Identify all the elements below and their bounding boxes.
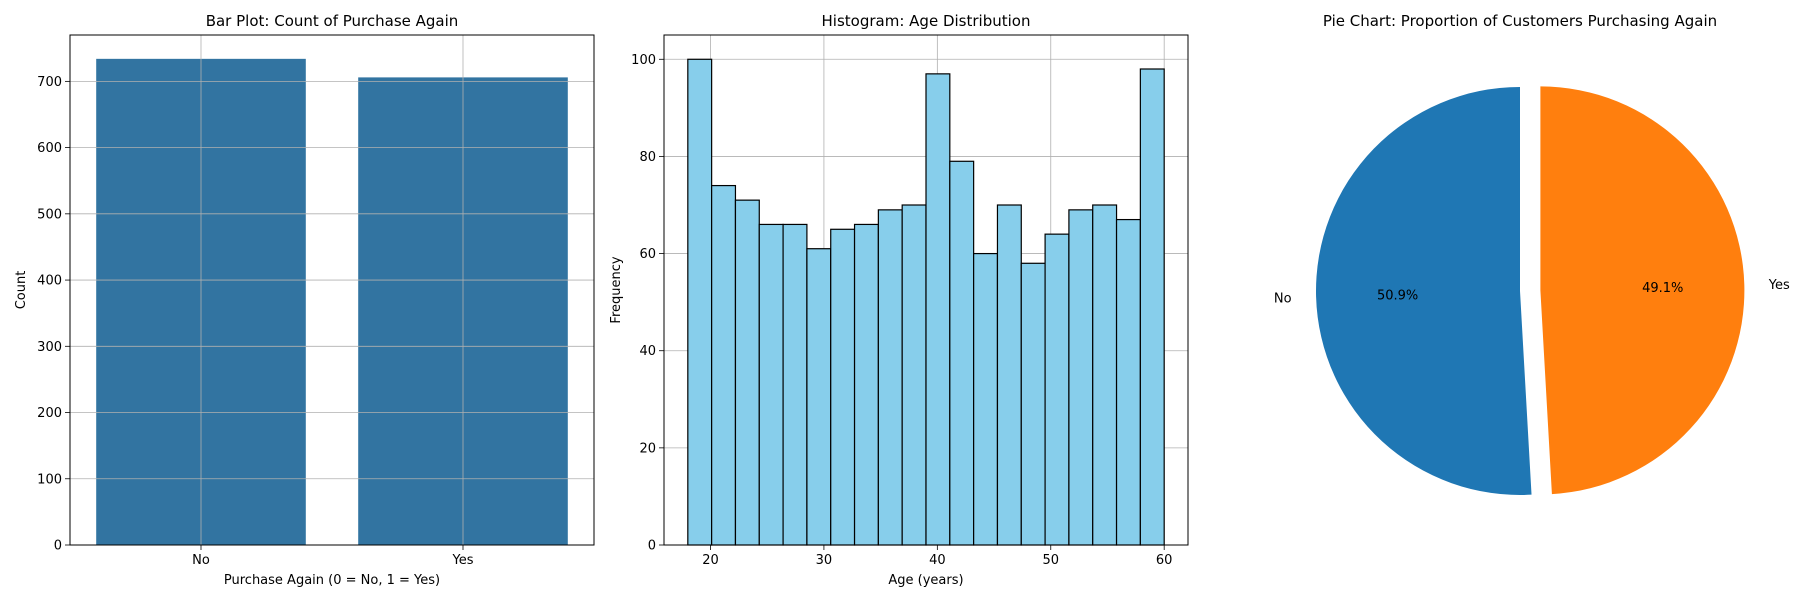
y-tick-label: 60 bbox=[639, 247, 656, 262]
bar-chart-purchase-again: Bar Plot: Count of Purchase Again Purcha… bbox=[14, 12, 595, 588]
y-tick-label: 80 bbox=[639, 150, 656, 165]
histogram-age-distribution: Histogram: Age Distribution Age (years) … bbox=[609, 12, 1189, 588]
histogram-bar bbox=[925, 73, 951, 546]
histogram-bar bbox=[830, 228, 856, 546]
histogram-bar bbox=[1044, 233, 1070, 546]
histogram-bar bbox=[1092, 204, 1118, 546]
x-tick-label-no: No bbox=[192, 553, 210, 568]
histogram-xlabel: Age (years) bbox=[888, 573, 963, 588]
histogram-bar bbox=[1139, 68, 1165, 546]
x-tick-label: 40 bbox=[929, 553, 946, 568]
pie-slice-no bbox=[1315, 87, 1532, 495]
histogram-bar bbox=[711, 184, 737, 546]
histogram-bar bbox=[806, 248, 832, 546]
histogram-bar bbox=[734, 199, 760, 546]
pie-label-no: No bbox=[1274, 291, 1292, 306]
y-tick-label: 700 bbox=[37, 75, 62, 90]
y-tick-label: 200 bbox=[37, 406, 62, 421]
axes-frame bbox=[663, 34, 1189, 546]
x-tick-label: 20 bbox=[702, 553, 719, 568]
histogram-bar bbox=[996, 204, 1022, 546]
y-tick-label: 20 bbox=[639, 441, 656, 456]
y-tick-label: 40 bbox=[639, 344, 656, 359]
bar-chart-ylabel: Count bbox=[14, 271, 29, 310]
y-tick-label: 100 bbox=[37, 472, 62, 487]
pie-label-yes: Yes bbox=[1768, 278, 1790, 293]
bar-chart-xlabel: Purchase Again (0 = No, 1 = Yes) bbox=[224, 573, 440, 588]
bar-chart-title: Bar Plot: Count of Purchase Again bbox=[206, 12, 459, 30]
histogram-bar bbox=[687, 58, 713, 546]
histogram-bar bbox=[901, 204, 927, 546]
histogram-bar bbox=[1020, 262, 1046, 546]
histogram-bar bbox=[949, 160, 975, 546]
y-tick-label: 400 bbox=[37, 274, 62, 289]
y-tick-label: 500 bbox=[37, 207, 62, 222]
x-tick-label: 60 bbox=[1156, 553, 1173, 568]
x-tick-label-yes: Yes bbox=[452, 553, 474, 568]
pie-chart-title: Pie Chart: Proportion of Customers Purch… bbox=[1323, 12, 1717, 30]
x-tick-label: 50 bbox=[1042, 553, 1059, 568]
histogram-title: Histogram: Age Distribution bbox=[822, 12, 1031, 30]
pie-percent-yes: 49.1% bbox=[1642, 281, 1683, 296]
histogram-ylabel: Frequency bbox=[609, 256, 624, 323]
y-tick-label: 100 bbox=[631, 53, 656, 68]
histogram-bar bbox=[1068, 209, 1094, 546]
histogram-bar bbox=[973, 252, 999, 546]
x-tick-label: 30 bbox=[816, 553, 833, 568]
y-tick-label: 0 bbox=[54, 539, 62, 554]
histogram-bar bbox=[877, 209, 903, 546]
axes-frame bbox=[69, 34, 595, 546]
y-tick-label: 600 bbox=[37, 141, 62, 156]
pie-slice-yes bbox=[1540, 86, 1745, 495]
y-tick-label: 300 bbox=[37, 340, 62, 355]
histogram-bar bbox=[853, 223, 879, 546]
y-tick-label: 0 bbox=[648, 539, 656, 554]
histogram-bar bbox=[1115, 218, 1141, 546]
histogram-bar bbox=[758, 223, 784, 546]
histogram-bar bbox=[782, 223, 808, 546]
pie-percent-no: 50.9% bbox=[1377, 288, 1418, 303]
pie-chart-purchase-proportion: Pie Chart: Proportion of Customers Purch… bbox=[1274, 12, 1790, 495]
